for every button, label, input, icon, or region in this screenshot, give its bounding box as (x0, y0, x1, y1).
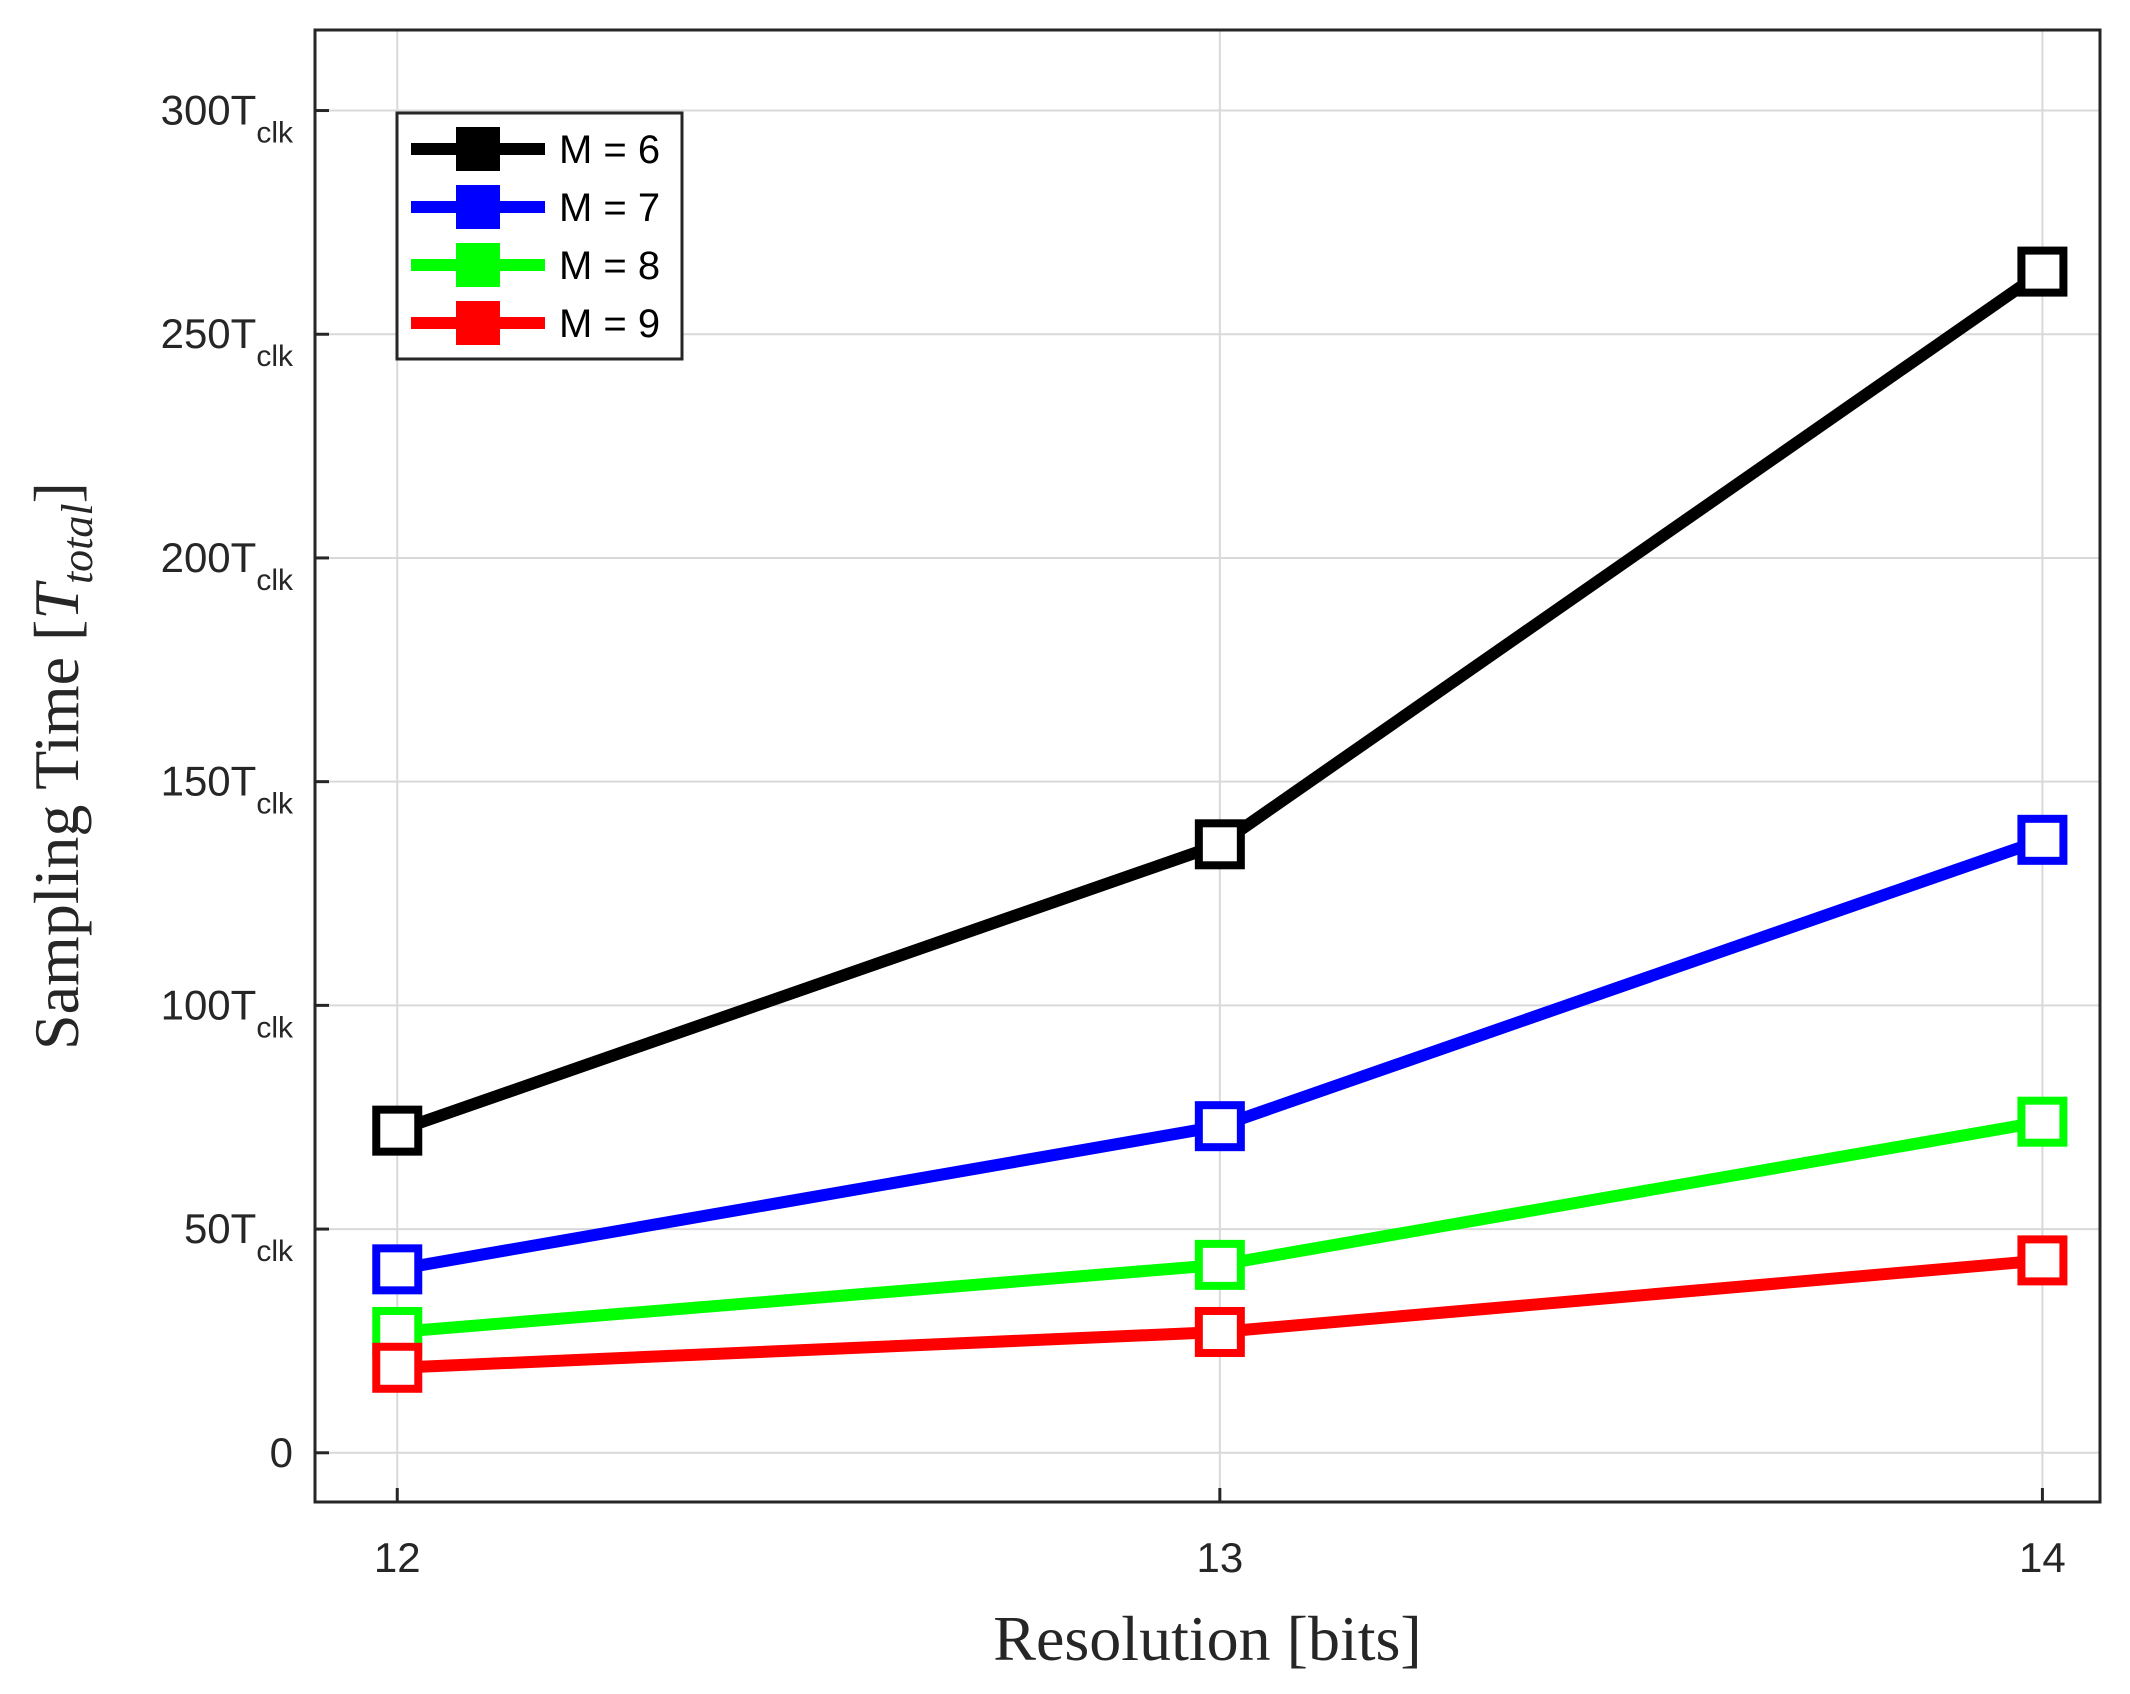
y-tick-label-main: 100T (161, 981, 257, 1028)
legend-swatch-marker (456, 301, 500, 345)
series-3 (372, 1096, 2068, 1357)
data-point-marker (1194, 1306, 1245, 1357)
y-tick-label-main: 0 (270, 1429, 293, 1476)
y-tick-label: 100Tclk (161, 981, 294, 1044)
legend-item: M = 9 (411, 301, 660, 346)
y-axis-title-prefix: Sampling Time [ (21, 620, 92, 1050)
y-tick-label-main: 150T (161, 758, 257, 805)
y-axis-title-suffix: ] (21, 482, 92, 503)
y-tick-label-main: 50T (184, 1205, 256, 1252)
y-tick-label-sub: clk (256, 1235, 294, 1268)
series-1 (372, 246, 2068, 1156)
data-point-marker (2017, 1235, 2068, 1286)
y-tick-label: 0 (270, 1429, 293, 1476)
x-tick-label: 12 (374, 1534, 421, 1581)
y-tick-label-sub: clk (256, 117, 294, 150)
legend-label: M = 9 (559, 302, 660, 346)
data-point-marker (1194, 1239, 1245, 1290)
series-4 (372, 1235, 2068, 1393)
data-point-marker (1194, 1101, 1245, 1152)
y-axis-title-sub: total (53, 503, 102, 584)
y-axis-title-var: T (21, 580, 92, 620)
y-tick-label-main: 250T (161, 310, 257, 357)
series-2 (372, 814, 2068, 1295)
y-tick-label-main: 200T (161, 534, 257, 581)
data-point-marker (372, 1105, 423, 1156)
x-tick-label: 14 (2019, 1534, 2066, 1581)
plot-frame (313, 28, 2102, 1504)
y-tick-label: 250Tclk (161, 310, 294, 373)
legend-label: M = 7 (559, 186, 660, 230)
y-axis: 050Tclk100Tclk150Tclk200Tclk250Tclk300Tc… (161, 87, 329, 1476)
y-tick-label: 50Tclk (184, 1205, 294, 1268)
legend-item: M = 6 (411, 127, 660, 172)
legend-label: M = 8 (559, 244, 660, 288)
data-point-marker (372, 1244, 423, 1295)
data-point-marker (2017, 1096, 2068, 1147)
legend-swatch-marker (456, 127, 500, 171)
data-point-marker (2017, 814, 2068, 865)
series-layer (372, 246, 2068, 1393)
x-axis: 12 13 14 (374, 1488, 2066, 1581)
y-tick-label: 150Tclk (161, 758, 294, 821)
y-tick-label: 200Tclk (161, 534, 294, 597)
data-point-marker (1194, 819, 1245, 870)
y-axis-title: Sampling Time [Ttotal] (21, 482, 102, 1050)
legend-swatch-marker (456, 185, 500, 229)
x-axis-title: Resolution [bits] (993, 1603, 1421, 1674)
x-tick-label: 13 (1196, 1534, 1243, 1581)
legend-item: M = 8 (411, 243, 660, 288)
y-tick-label-sub: clk (256, 1011, 294, 1044)
y-tick-label: 300Tclk (161, 87, 294, 150)
data-point-marker (2017, 246, 2068, 297)
legend-swatch-marker (456, 243, 500, 287)
y-tick-label-sub: clk (256, 340, 294, 373)
legend-item: M = 7 (411, 185, 660, 230)
y-tick-label-sub: clk (256, 788, 294, 821)
data-point-marker (372, 1342, 423, 1393)
y-tick-label-sub: clk (256, 564, 294, 597)
legend-label: M = 6 (559, 128, 660, 172)
y-tick-label-main: 300T (161, 87, 257, 134)
legend: M = 6 M = 7 M = 8 M = 9 (395, 111, 684, 361)
